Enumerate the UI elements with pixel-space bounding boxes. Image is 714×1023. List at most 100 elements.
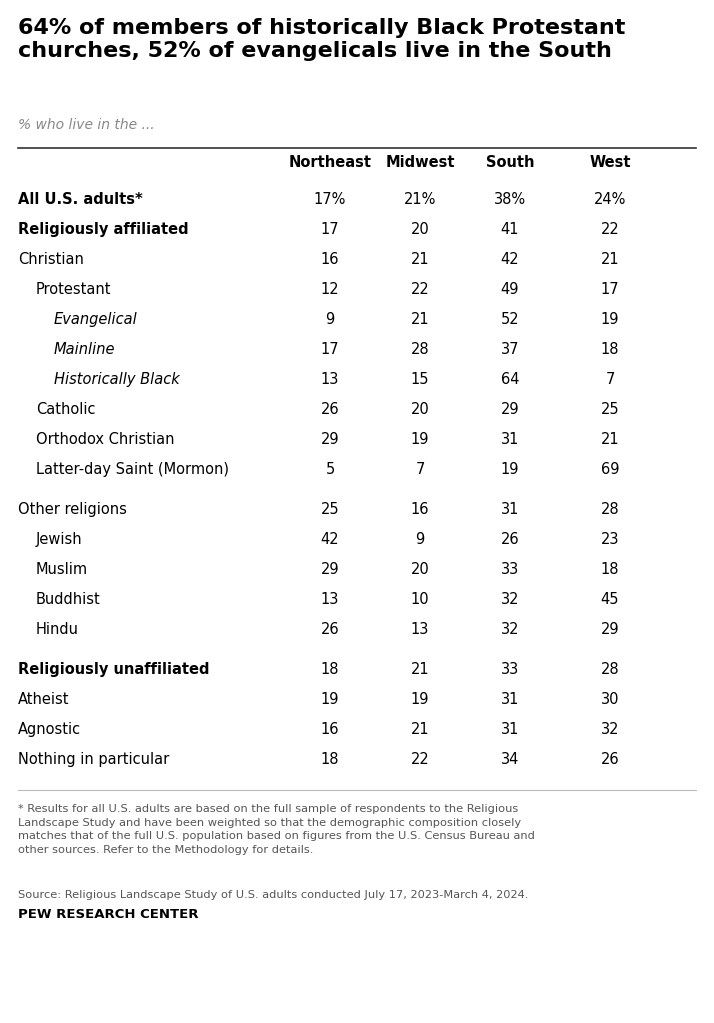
- Text: 16: 16: [411, 502, 429, 517]
- Text: 64% of members of historically Black Protestant
churches, 52% of evangelicals li: 64% of members of historically Black Pro…: [18, 18, 625, 61]
- Text: 21: 21: [600, 432, 619, 447]
- Text: 25: 25: [600, 402, 619, 417]
- Text: 16: 16: [321, 252, 339, 267]
- Text: 19: 19: [411, 692, 429, 707]
- Text: 41: 41: [501, 222, 519, 237]
- Text: 20: 20: [411, 402, 429, 417]
- Text: 26: 26: [321, 402, 339, 417]
- Text: Mainline: Mainline: [54, 342, 116, 357]
- Text: % who live in the ...: % who live in the ...: [18, 118, 155, 132]
- Text: 19: 19: [501, 462, 519, 477]
- Text: Atheist: Atheist: [18, 692, 69, 707]
- Text: 20: 20: [411, 562, 429, 577]
- Text: 38%: 38%: [494, 192, 526, 207]
- Text: Nothing in particular: Nothing in particular: [18, 752, 169, 767]
- Text: 31: 31: [501, 692, 519, 707]
- Text: 26: 26: [501, 532, 519, 547]
- Text: 9: 9: [326, 312, 335, 327]
- Text: 25: 25: [321, 502, 339, 517]
- Text: Hindu: Hindu: [36, 622, 79, 637]
- Text: 42: 42: [321, 532, 339, 547]
- Text: 22: 22: [411, 282, 429, 297]
- Text: Jewish: Jewish: [36, 532, 83, 547]
- Text: 31: 31: [501, 502, 519, 517]
- Text: 17: 17: [600, 282, 619, 297]
- Text: Religiously unaffiliated: Religiously unaffiliated: [18, 662, 209, 677]
- Text: 19: 19: [600, 312, 619, 327]
- Text: 29: 29: [321, 432, 339, 447]
- Text: 21: 21: [411, 662, 429, 677]
- Text: 21%: 21%: [404, 192, 436, 207]
- Text: 16: 16: [321, 722, 339, 737]
- Text: 13: 13: [321, 592, 339, 607]
- Text: 28: 28: [600, 502, 619, 517]
- Text: All U.S. adults*: All U.S. adults*: [18, 192, 143, 207]
- Text: 23: 23: [600, 532, 619, 547]
- Text: 17: 17: [321, 342, 339, 357]
- Text: 31: 31: [501, 722, 519, 737]
- Text: South: South: [486, 155, 534, 170]
- Text: 33: 33: [501, 662, 519, 677]
- Text: 20: 20: [411, 222, 429, 237]
- Text: * Results for all U.S. adults are based on the full sample of respondents to the: * Results for all U.S. adults are based …: [18, 804, 535, 855]
- Text: 21: 21: [600, 252, 619, 267]
- Text: 13: 13: [321, 372, 339, 387]
- Text: 37: 37: [501, 342, 519, 357]
- Text: Other religions: Other religions: [18, 502, 127, 517]
- Text: 30: 30: [600, 692, 619, 707]
- Text: 34: 34: [501, 752, 519, 767]
- Text: 7: 7: [605, 372, 615, 387]
- Text: Source: Religious Landscape Study of U.S. adults conducted July 17, 2023-March 4: Source: Religious Landscape Study of U.S…: [18, 890, 528, 900]
- Text: 45: 45: [600, 592, 619, 607]
- Text: Midwest: Midwest: [386, 155, 455, 170]
- Text: Orthodox Christian: Orthodox Christian: [36, 432, 174, 447]
- Text: 26: 26: [321, 622, 339, 637]
- Text: Evangelical: Evangelical: [54, 312, 138, 327]
- Text: 29: 29: [600, 622, 619, 637]
- Text: Muslim: Muslim: [36, 562, 88, 577]
- Text: 21: 21: [411, 722, 429, 737]
- Text: 12: 12: [321, 282, 339, 297]
- Text: PEW RESEARCH CENTER: PEW RESEARCH CENTER: [18, 908, 198, 921]
- Text: 22: 22: [411, 752, 429, 767]
- Text: 52: 52: [501, 312, 519, 327]
- Text: 18: 18: [321, 752, 339, 767]
- Text: Latter-day Saint (Mormon): Latter-day Saint (Mormon): [36, 462, 229, 477]
- Text: 18: 18: [600, 562, 619, 577]
- Text: West: West: [589, 155, 630, 170]
- Text: Buddhist: Buddhist: [36, 592, 101, 607]
- Text: 21: 21: [411, 312, 429, 327]
- Text: Christian: Christian: [18, 252, 84, 267]
- Text: Historically Black: Historically Black: [54, 372, 180, 387]
- Text: Protestant: Protestant: [36, 282, 111, 297]
- Text: 31: 31: [501, 432, 519, 447]
- Text: 21: 21: [411, 252, 429, 267]
- Text: 33: 33: [501, 562, 519, 577]
- Text: 42: 42: [501, 252, 519, 267]
- Text: 32: 32: [501, 622, 519, 637]
- Text: 9: 9: [416, 532, 425, 547]
- Text: 18: 18: [321, 662, 339, 677]
- Text: 29: 29: [501, 402, 519, 417]
- Text: 49: 49: [501, 282, 519, 297]
- Text: 13: 13: [411, 622, 429, 637]
- Text: 17: 17: [321, 222, 339, 237]
- Text: Religiously affiliated: Religiously affiliated: [18, 222, 188, 237]
- Text: 26: 26: [600, 752, 619, 767]
- Text: 17%: 17%: [314, 192, 346, 207]
- Text: 18: 18: [600, 342, 619, 357]
- Text: 69: 69: [600, 462, 619, 477]
- Text: 28: 28: [600, 662, 619, 677]
- Text: 19: 19: [321, 692, 339, 707]
- Text: 32: 32: [600, 722, 619, 737]
- Text: 10: 10: [411, 592, 429, 607]
- Text: Catholic: Catholic: [36, 402, 96, 417]
- Text: 15: 15: [411, 372, 429, 387]
- Text: Northeast: Northeast: [288, 155, 371, 170]
- Text: 19: 19: [411, 432, 429, 447]
- Text: 32: 32: [501, 592, 519, 607]
- Text: 5: 5: [326, 462, 335, 477]
- Text: 24%: 24%: [594, 192, 626, 207]
- Text: 22: 22: [600, 222, 619, 237]
- Text: 28: 28: [411, 342, 429, 357]
